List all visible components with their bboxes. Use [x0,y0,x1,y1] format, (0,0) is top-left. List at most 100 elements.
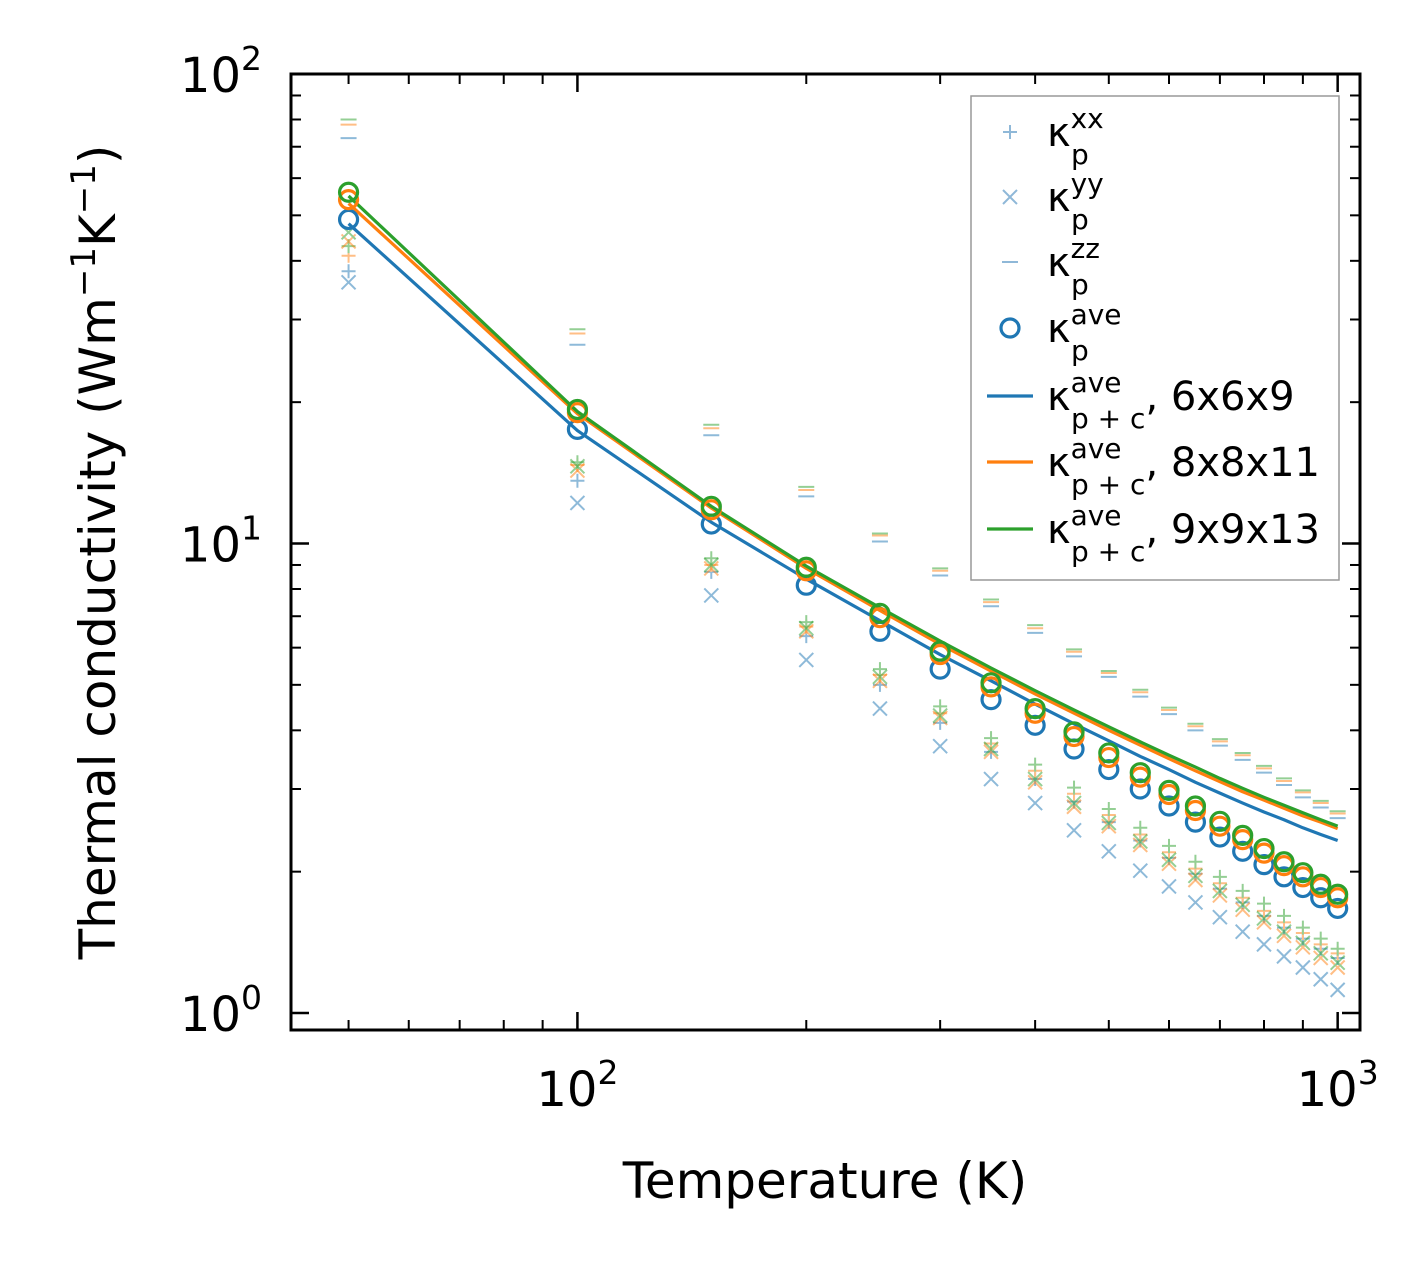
kappa-p-yy-point [1212,887,1228,904]
kappa-p-yy-point [1027,771,1043,787]
plot-area [337,118,1349,998]
kappa-p-yy-point [1132,833,1148,850]
kappa-p-yy-point [703,560,720,577]
legend-label: κave p [1047,298,1122,367]
kappa-p-yy-point [1329,954,1346,971]
kappa-p-yy-point [1101,818,1117,834]
kappa-p-ave-point [337,189,360,211]
kappa-p-xx-point [1133,820,1148,835]
kappa-p-yy-point [1234,897,1251,913]
kappa-p-yy-point [1212,883,1228,899]
kappa-p-yy-point [1256,910,1272,927]
kappa-p-ave-point [1158,795,1180,817]
kappa-p-yy-point [1256,936,1272,953]
kappa-p-xx-point [1067,780,1082,795]
legend-entry: κyy p [1002,167,1104,236]
kappa-p-yy-point [1027,795,1043,811]
kappa-p-yy-point [1187,894,1204,911]
legend-entry: κzz p [1002,232,1100,301]
kappa-p-yy-point [703,587,720,604]
legend-entry: κave p [999,298,1122,367]
y-tick-label: 100 [180,978,262,1043]
kappa-p-ave-point [1024,697,1046,720]
kappa-p-ave-point [700,495,722,517]
y-tick-label: 102 [180,39,262,104]
kappa-p-yy-point [1101,843,1117,860]
kappa-p-xx-point [1188,854,1203,869]
kappa-p-ave-point [1129,778,1151,800]
kappa-p-xx-point [933,699,948,714]
kappa-p-ave-point [1129,762,1151,784]
kappa-p-yy-point [1161,852,1177,868]
kappa-p-yy-point [1313,971,1329,987]
kappa-p-yy-point [1329,959,1346,976]
kappa-p-ave-point [1253,837,1275,860]
kappa-p-yy-point [932,710,948,726]
kappa-p-ave-point [1273,851,1295,873]
kappa-p-ave-point [1063,721,1085,743]
kappa-p-yy-point [1132,837,1148,853]
kappa-p-xx-point [984,731,999,746]
kappa-p-ave-point [1209,810,1231,832]
kappa-p-ave-point [1292,862,1314,884]
legend-entry: κave p + c, 9x9x13 [987,499,1320,568]
kappa-p-yy-point [1276,948,1292,965]
kappa-p-xx-point [1277,908,1291,923]
kappa-p-ave-point [1327,883,1349,905]
kappa-p-ave-point [566,398,589,421]
kappa-p-yy-point [983,771,999,787]
legend-entry: κxx p [1003,102,1104,171]
kappa-p-yy-point [1234,901,1251,918]
kappa-p-xx-point [1101,801,1116,816]
tick-labels: 102 103 100 101 102 [180,39,1379,1118]
kappa-p-xx-point [1313,931,1328,946]
legend-entry: κave p + c, 6x6x9 [987,366,1295,435]
kappa-p-ave-point [1327,897,1349,920]
kappa-p-yy-point [1295,935,1311,951]
kappa-p-yy-point [569,495,586,511]
kappa-p-xx-point [341,264,356,279]
kappa-p-yy-point [983,744,999,760]
kappa-p-yy-point [1066,822,1082,838]
kappa-p-yy-point [872,673,888,689]
kappa-p-ave-point [1184,811,1207,833]
kappa-p-ave-point [1232,840,1254,862]
kappa-p-yy-point [872,700,888,717]
kappa-p-yy-markers [340,224,1346,998]
kappa-p-ave-point [1184,795,1207,817]
kappa-p-yy-point [1187,868,1204,884]
kappa-p-ave-point [1158,779,1180,801]
kappa-p-yy-point [1276,923,1292,940]
kappa-p-yy-point [798,620,814,636]
kappa-p-xx-point [1235,883,1250,898]
legend-label: κave p + c, 9x9x13 [1047,499,1320,568]
kappa-p-yy-point [1161,855,1177,872]
kappa-pc-ave-line-6x6x9 [347,222,1339,843]
kappa-p-yy-point [872,669,888,685]
legend-box [970,95,1340,581]
kappa-p-yy-point [798,623,814,640]
kappa-p-ave-point [1232,824,1254,846]
kappa-p-yy-point [1256,914,1272,931]
kappa-p-xx-point [799,615,814,630]
kappa-p-ave-point [337,208,360,231]
kappa-p-yy-point [1329,982,1346,998]
kappa-p-yy-point [1234,923,1251,940]
kappa-p-yy-point [1132,862,1148,879]
kappa-p-xx-point [1162,838,1176,853]
kappa-p-yy-point [798,652,814,668]
kappa-p-yy-point [1212,909,1228,925]
y-axis-label: Thermal conductivity (Wm−1K−1) [64,145,127,961]
x-tick-label: 102 [536,1053,618,1118]
kappa-p-yy-point [932,738,948,754]
kappa-p-yy-point [340,274,357,291]
kappa-p-ave-point [929,640,951,662]
kappa-p-xx-point [1330,941,1345,956]
kappa-p-yy-point [1313,945,1329,962]
kappa-p-yy-point [569,462,586,479]
kappa-p-xx-point [704,551,719,566]
kappa-p-xx-point [1028,757,1043,772]
kappa-p-yy-point [1187,872,1204,888]
kappa-p-yy-point [1295,959,1311,976]
